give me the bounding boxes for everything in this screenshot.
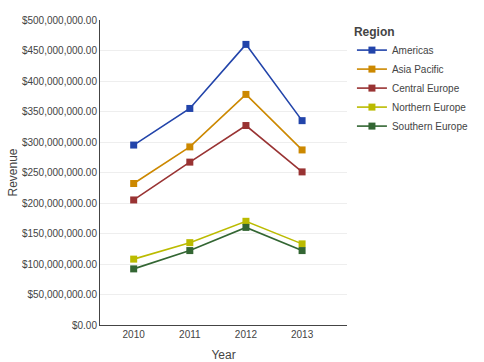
svg-text:Northern Europe: Northern Europe bbox=[392, 102, 466, 113]
svg-text:2012: 2012 bbox=[235, 329, 258, 340]
svg-text:Revenue: Revenue bbox=[6, 148, 20, 196]
svg-text:Southern Europe: Southern Europe bbox=[392, 121, 468, 132]
svg-text:$350,000,000.00: $350,000,000.00 bbox=[22, 106, 98, 117]
svg-text:$400,000,000.00: $400,000,000.00 bbox=[22, 76, 98, 87]
svg-text:$250,000,000.00: $250,000,000.00 bbox=[22, 167, 98, 178]
svg-text:Region: Region bbox=[354, 25, 395, 39]
svg-text:$500,000,000.00: $500,000,000.00 bbox=[22, 15, 98, 26]
svg-text:Asia Pacific: Asia Pacific bbox=[392, 64, 444, 75]
svg-text:$100,000,000.00: $100,000,000.00 bbox=[22, 259, 98, 270]
svg-text:2010: 2010 bbox=[123, 329, 146, 340]
svg-text:2013: 2013 bbox=[291, 329, 314, 340]
svg-text:2011: 2011 bbox=[179, 329, 201, 340]
svg-text:$50,000,000.00: $50,000,000.00 bbox=[27, 289, 97, 300]
svg-text:Central Europe: Central Europe bbox=[392, 83, 460, 94]
svg-text:Americas: Americas bbox=[392, 45, 434, 56]
svg-text:$0.00: $0.00 bbox=[72, 320, 97, 331]
svg-text:Year: Year bbox=[211, 348, 235, 362]
svg-text:$300,000,000.00: $300,000,000.00 bbox=[22, 137, 98, 148]
svg-text:$200,000,000.00: $200,000,000.00 bbox=[22, 198, 98, 209]
svg-text:$150,000,000.00: $150,000,000.00 bbox=[22, 228, 98, 239]
svg-text:$450,000,000.00: $450,000,000.00 bbox=[22, 45, 98, 56]
